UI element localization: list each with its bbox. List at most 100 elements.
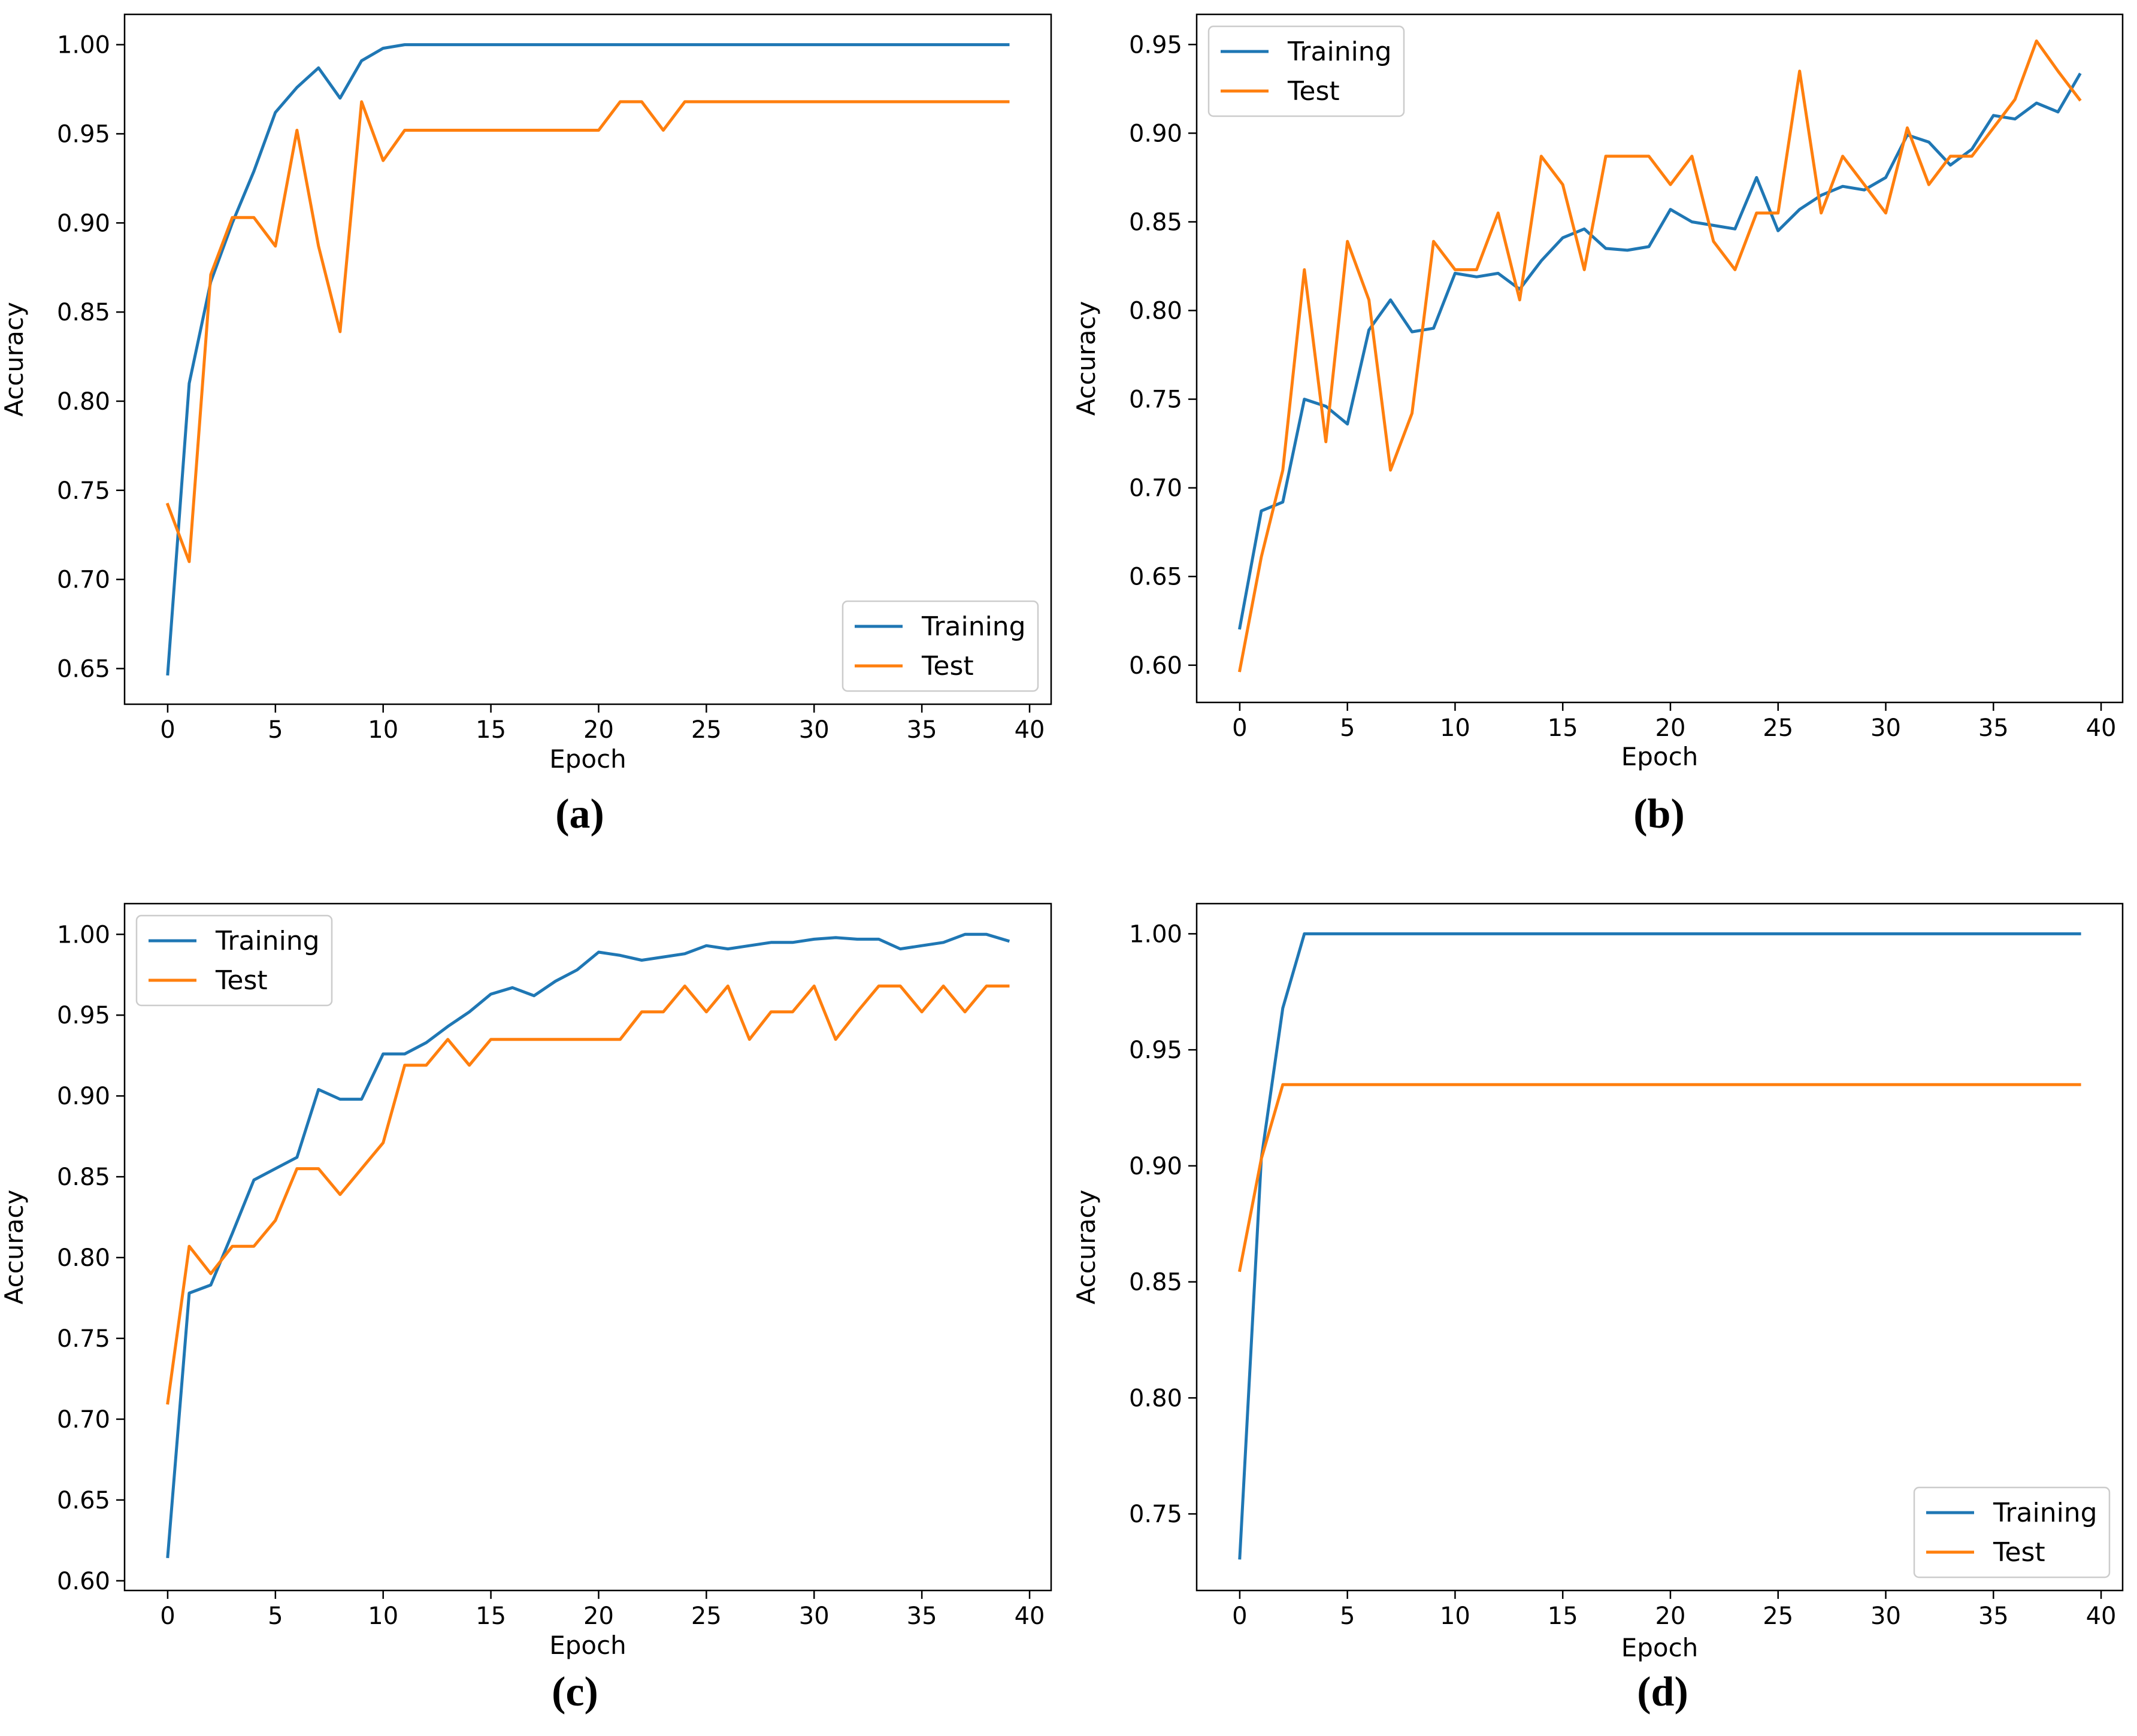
x-tick-label: 20 (1655, 714, 1686, 742)
y-tick-label: 0.80 (57, 1244, 110, 1272)
legend-box (1913, 1486, 2111, 1579)
x-tick-label: 15 (476, 1602, 506, 1630)
y-tick-label: 0.75 (57, 1325, 110, 1353)
y-tick-label: 0.95 (1129, 31, 1182, 59)
series-line-training (166, 43, 1010, 676)
y-tick-label: 0.70 (57, 1406, 110, 1434)
x-tick-label: 40 (2086, 714, 2117, 742)
y-tick-label: 0.60 (1129, 652, 1182, 680)
series-line-test (1237, 1083, 2081, 1273)
x-tick-label: 10 (1440, 714, 1470, 742)
x-tick-label: 0 (1232, 1602, 1247, 1630)
x-axis-label: Epoch (549, 1631, 626, 1660)
x-tick-label: 15 (476, 716, 506, 744)
y-axis-label: Accuracy (1071, 1190, 1101, 1305)
panel-caption: (b) (1633, 791, 1685, 837)
x-tick-label: 20 (583, 716, 614, 744)
panel-caption: (c) (552, 1669, 598, 1715)
y-tick-label: 0.95 (57, 1002, 110, 1029)
y-tick-label: 0.80 (57, 388, 110, 416)
y-tick-label: 0.75 (57, 477, 110, 505)
x-tick-label: 0 (1232, 714, 1247, 742)
x-tick-label: 25 (691, 1602, 722, 1630)
x-tick-label: 15 (1548, 1602, 1578, 1630)
y-axis-label: Accuracy (0, 302, 29, 417)
legend-label-training: Training (1993, 1498, 2097, 1528)
y-tick-label: 0.85 (57, 299, 110, 326)
legend-label-training: Training (1287, 37, 1392, 67)
chart-panel-d: 0 5 10 15 20 25 30 35 40 0.75 0.80 0.85 0.90 0.95 1.00… (1071, 902, 2124, 1715)
x-tick-label: 5 (1340, 1602, 1355, 1630)
x-axis-label: Epoch (1621, 742, 1699, 771)
y-tick-label: 0.60 (57, 1568, 110, 1595)
y-axis-label: Accuracy (1071, 301, 1101, 416)
x-axis-label: Epoch (1621, 1633, 1699, 1662)
x-tick-label: 5 (268, 1602, 283, 1630)
y-tick-label: 0.95 (57, 120, 110, 148)
y-tick-label: 0.75 (1129, 1501, 1182, 1528)
y-tick-label: 0.85 (1129, 1269, 1182, 1296)
x-tick-label: 15 (1548, 714, 1578, 742)
legend-label-training: Training (215, 926, 320, 956)
legend-label-test: Test (215, 965, 268, 996)
x-tick-label: 25 (691, 716, 722, 744)
y-tick-label: 0.65 (1129, 563, 1182, 591)
x-tick-label: 35 (1978, 714, 2009, 742)
y-tick-label: 0.90 (57, 210, 110, 237)
panel-caption: (d) (1637, 1669, 1688, 1715)
panel-caption: (a) (555, 791, 604, 837)
plot-frame (123, 13, 1052, 705)
y-tick-label: 0.85 (1129, 208, 1182, 236)
y-tick-label: 1.00 (57, 32, 110, 59)
x-tick-label: 10 (1440, 1602, 1470, 1630)
x-tick-label: 30 (1870, 1602, 1901, 1630)
series-line-training (1238, 932, 2081, 1560)
y-tick-label: 0.70 (57, 566, 110, 594)
y-tick-label: 1.00 (57, 921, 110, 949)
y-tick-label: 0.70 (1129, 475, 1182, 502)
y-tick-label: 0.85 (57, 1164, 110, 1191)
legend-label-training: Training (921, 611, 1026, 642)
y-tick-label: 0.80 (1129, 1384, 1182, 1412)
x-tick-label: 35 (1978, 1602, 2009, 1630)
legend: Training Test (135, 914, 333, 1007)
y-tick-label: 0.65 (57, 655, 110, 683)
series-line-test (165, 100, 1010, 563)
legend-box (842, 600, 1039, 692)
y-tick-label: 0.90 (57, 1083, 110, 1110)
y-axis-label: Accuracy (0, 1190, 29, 1305)
y-tick-label: 1.00 (1129, 920, 1182, 948)
x-tick-label: 10 (368, 716, 398, 744)
legend-label-test: Test (1287, 76, 1340, 107)
x-tick-label: 40 (2086, 1602, 2117, 1630)
chart-panel-b: 0 5 10 15 20 25 30 35 40 0.60 0.65 0.70 0.75 0.80 0.85… (1071, 13, 2124, 837)
y-tick-label: 0.65 (57, 1487, 110, 1514)
y-tick-label: 0.90 (1129, 120, 1182, 147)
x-tick-label: 5 (268, 716, 283, 744)
y-tick-label: 0.95 (1129, 1037, 1182, 1064)
x-tick-label: 5 (1340, 714, 1355, 742)
y-tick-label: 0.90 (1129, 1153, 1182, 1180)
plot-frame (123, 902, 1052, 1592)
plot-frame (1195, 13, 2124, 704)
legend-label-test: Test (921, 651, 974, 681)
x-tick-label: 35 (907, 1602, 937, 1630)
legend-box (1207, 25, 1405, 117)
x-tick-label: 35 (907, 716, 937, 744)
x-tick-label: 30 (799, 716, 830, 744)
x-tick-label: 40 (1015, 716, 1045, 744)
x-tick-label: 30 (799, 1602, 830, 1630)
x-tick-label: 20 (1655, 1602, 1686, 1630)
x-tick-label: 0 (160, 1602, 175, 1630)
chart-panel-a: 0 5 10 15 20 25 30 35 40 0.65 0.70 0.75 0.80 0.85 0.90… (0, 13, 1052, 837)
x-tick-label: 25 (1763, 1602, 1793, 1630)
x-tick-label: 20 (583, 1602, 614, 1630)
legend: Training Test (1913, 1486, 2111, 1579)
x-tick-label: 30 (1870, 714, 1901, 742)
series-line-training (1237, 72, 2082, 630)
x-axis-label: Epoch (549, 744, 626, 774)
legend-box (135, 914, 333, 1007)
x-tick-label: 40 (1015, 1602, 1045, 1630)
series-line-test (1237, 39, 2082, 672)
